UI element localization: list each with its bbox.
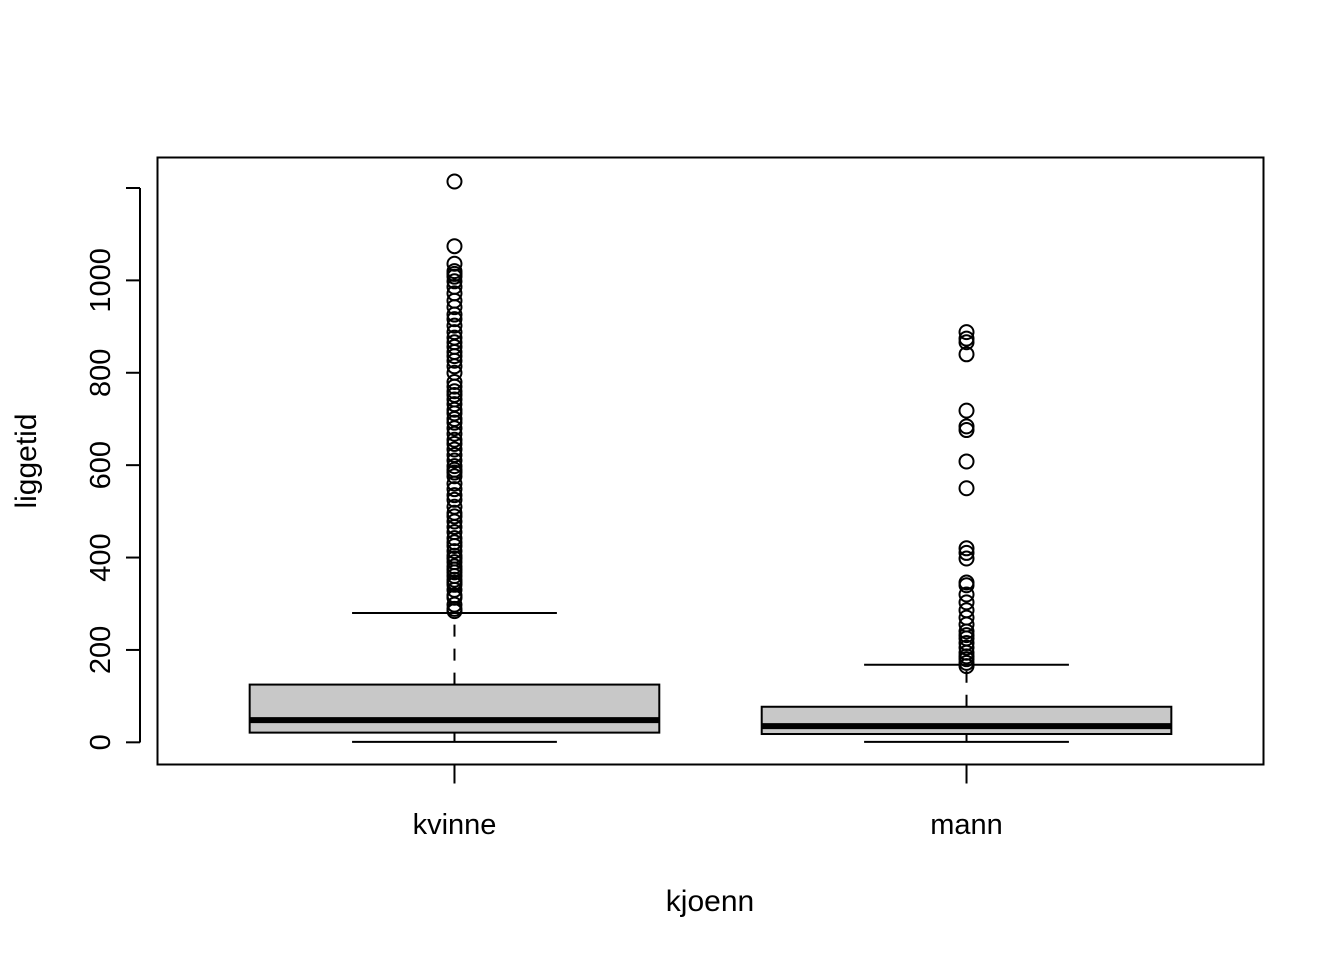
outlier-point: [446, 534, 463, 551]
outlier-point: [446, 487, 463, 504]
outlier-point: [446, 329, 463, 346]
outlier-point: [958, 586, 975, 603]
outlier-point: [958, 639, 975, 656]
outlier-point: [958, 402, 975, 419]
outlier-point: [446, 374, 463, 391]
y-tick-label: 800: [85, 349, 117, 397]
outlier-point: [446, 364, 463, 381]
outlier-point: [958, 635, 975, 652]
outlier-point: [958, 324, 975, 341]
y-axis: 0 200 400 600 800 1000: [85, 186, 141, 750]
y-tick-label: 400: [85, 533, 117, 581]
outlier-point: [958, 480, 975, 497]
outlier-point: [446, 491, 463, 508]
box-group-kvinne: [248, 173, 661, 743]
x-axis-label: kjoenn: [666, 885, 754, 918]
outlier-point: [446, 587, 463, 604]
outlier-point: [446, 452, 463, 469]
outlier-point: [958, 453, 975, 470]
y-tick-label: 1000: [85, 248, 117, 313]
boxes: [248, 173, 1173, 743]
box-iqr: [248, 683, 661, 734]
outlier-point: [958, 594, 975, 611]
y-tick-label: 200: [85, 626, 117, 674]
outlier-point: [446, 324, 463, 341]
box-group-mann: [760, 324, 1173, 743]
outlier-point: [958, 574, 975, 591]
y-axis-label: liggetid: [10, 413, 43, 508]
outlier-point: [446, 334, 463, 351]
x-axis: kvinne mann: [413, 764, 1003, 841]
outlier-point: [446, 263, 463, 280]
outlier-point: [446, 278, 463, 295]
outlier-point: [958, 550, 975, 567]
box-iqr: [760, 705, 1173, 736]
outlier-point: [446, 543, 463, 560]
outlier-point: [446, 285, 463, 302]
outlier-point: [446, 558, 463, 575]
outlier-point: [446, 173, 463, 190]
outlier-point: [446, 383, 463, 400]
outlier-point: [958, 330, 975, 347]
outlier-point: [446, 431, 463, 448]
outlier-point: [958, 418, 975, 435]
outlier-point: [958, 544, 975, 561]
outlier-point: [958, 602, 975, 619]
outlier-point: [958, 540, 975, 557]
outlier-point: [446, 498, 463, 515]
outlier-point: [958, 609, 975, 626]
outlier-point: [446, 504, 463, 521]
outlier-point: [446, 446, 463, 463]
outlier-point: [958, 346, 975, 363]
outlier-point: [446, 530, 463, 547]
x-tick-label: kvinne: [413, 809, 497, 841]
outlier-point: [446, 481, 463, 498]
outlier-point: [446, 317, 463, 334]
plot-frame: [156, 156, 1265, 766]
y-tick-label: 600: [85, 441, 117, 489]
outlier-point: [446, 435, 463, 452]
outlier-point: [446, 255, 463, 272]
outlier-point: [446, 458, 463, 475]
x-tick-label: mann: [930, 809, 1003, 841]
outlier-point: [446, 441, 463, 458]
outlier-point: [446, 311, 463, 328]
outlier-point: [446, 396, 463, 413]
outlier-point: [446, 391, 463, 408]
y-tick-label: 0: [85, 734, 117, 750]
outlier-point: [446, 524, 463, 541]
outlier-point: [446, 238, 463, 255]
outlier-point: [446, 273, 463, 290]
